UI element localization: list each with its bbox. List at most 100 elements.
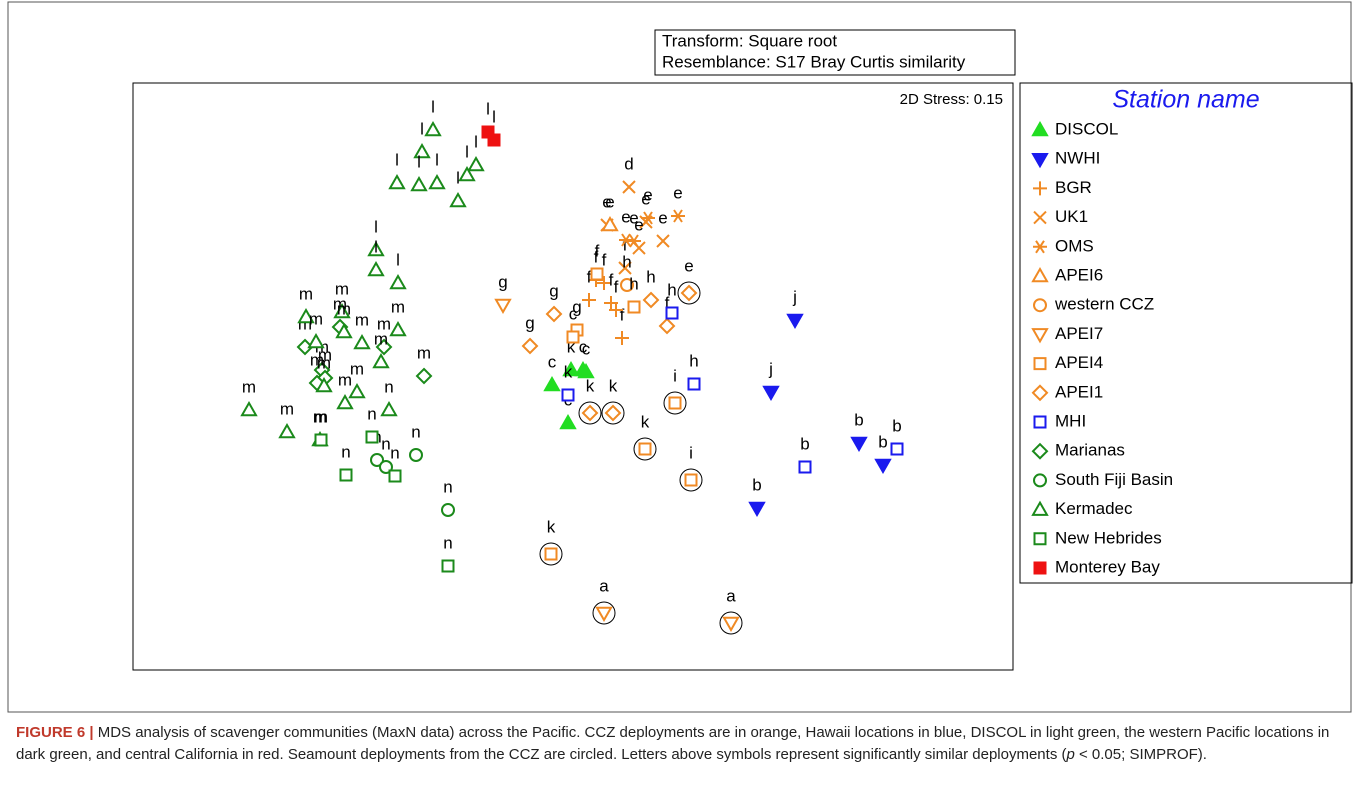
- caption: FIGURE 6 | MDS analysis of scavenger com…: [16, 722, 1341, 766]
- point: [370, 453, 384, 467]
- point-label: l: [395, 150, 399, 169]
- legend-marker: [1033, 561, 1047, 575]
- caption-text: MDS analysis of scavenger communities (M…: [16, 724, 1330, 763]
- point-label: n: [443, 533, 452, 552]
- point: [521, 337, 539, 355]
- point: [642, 291, 660, 309]
- point-label: g: [549, 281, 558, 300]
- point-label: l: [492, 107, 496, 126]
- seamount-ring: [679, 468, 703, 492]
- figure: Transform: Square root Resemblance: S17 …: [7, 1, 1353, 713]
- point-label: n: [341, 442, 350, 461]
- point: [722, 616, 740, 633]
- point: [389, 320, 407, 337]
- point: [336, 393, 354, 410]
- point-label: j: [792, 287, 797, 306]
- point: [348, 382, 366, 399]
- legend-label: APEI1: [1055, 382, 1103, 401]
- legend-marker: [1031, 120, 1049, 137]
- point-label: m: [355, 310, 369, 329]
- point: [388, 469, 402, 483]
- point-label: m: [377, 314, 391, 333]
- annotation: Transform: Square root: [662, 31, 837, 50]
- point-label: m: [310, 350, 324, 369]
- legend-label: Marianas: [1055, 441, 1125, 460]
- point: [307, 332, 325, 349]
- point: [441, 559, 455, 573]
- point-label: g: [498, 272, 507, 291]
- point-label: a: [726, 586, 736, 605]
- point-label: h: [667, 280, 676, 299]
- seamount-ring: [539, 542, 563, 566]
- point: [627, 234, 641, 248]
- point-label: l: [374, 217, 378, 236]
- legend-label: MHI: [1055, 411, 1086, 430]
- point-label: c: [582, 339, 591, 358]
- point-label: n: [390, 443, 399, 462]
- point-label: i: [673, 366, 677, 385]
- seamount-ring: [601, 401, 625, 425]
- point-label: f: [594, 247, 599, 266]
- point-label: f: [587, 267, 592, 286]
- point: [494, 298, 512, 315]
- point: [467, 155, 485, 172]
- stress-label: 2D Stress: 0.15: [900, 91, 1003, 108]
- point: [641, 211, 655, 225]
- point-label: m: [313, 407, 327, 426]
- point-label: b: [892, 416, 901, 435]
- point-label: k: [641, 412, 650, 431]
- point-label: m: [374, 329, 388, 348]
- point: [389, 273, 407, 290]
- point: [601, 215, 619, 232]
- point: [687, 377, 701, 391]
- point: [582, 293, 596, 307]
- seamount-ring: [677, 281, 701, 305]
- point-label: n: [411, 422, 420, 441]
- legend-marker: [1031, 266, 1049, 283]
- caption-label: FIGURE 6 |: [16, 724, 94, 741]
- legend-marker: [1031, 384, 1049, 402]
- point: [458, 165, 476, 182]
- point: [622, 180, 636, 194]
- point: [315, 376, 333, 393]
- point: [595, 606, 613, 623]
- point: [890, 442, 904, 456]
- point: [278, 422, 296, 439]
- annotation-box: [654, 29, 1016, 76]
- point-label: l: [435, 150, 439, 169]
- point: [367, 240, 385, 257]
- legend-label: OMS: [1055, 236, 1094, 255]
- point-label: e: [673, 183, 682, 202]
- point-label: m: [318, 345, 332, 364]
- point-label: b: [800, 434, 809, 453]
- point-label: m: [299, 284, 313, 303]
- point: [545, 305, 563, 323]
- legend-title: Station name: [1112, 86, 1259, 114]
- point-label: f: [609, 270, 614, 289]
- point-label: m: [242, 377, 256, 396]
- point: [590, 267, 604, 281]
- point: [874, 458, 892, 475]
- point: [561, 388, 575, 402]
- point-label: l: [420, 119, 424, 138]
- point: [609, 303, 623, 317]
- annotation: Resemblance: S17 Bray Curtis similarity: [662, 52, 966, 71]
- point-label: m: [338, 370, 352, 389]
- point-label: e: [602, 192, 611, 211]
- point: [638, 442, 652, 456]
- point: [668, 396, 682, 410]
- point: [562, 360, 580, 377]
- point: [762, 385, 780, 402]
- legend-label: APEI7: [1055, 324, 1103, 343]
- point: [424, 120, 442, 137]
- point: [375, 338, 393, 356]
- point-label: f: [614, 277, 619, 296]
- point-label: e: [643, 185, 652, 204]
- point-label: e: [634, 215, 643, 234]
- point: [441, 503, 455, 517]
- point: [372, 352, 390, 369]
- seamount-ring: [663, 391, 687, 415]
- point-label: e: [629, 208, 638, 227]
- point-label: n: [381, 434, 390, 453]
